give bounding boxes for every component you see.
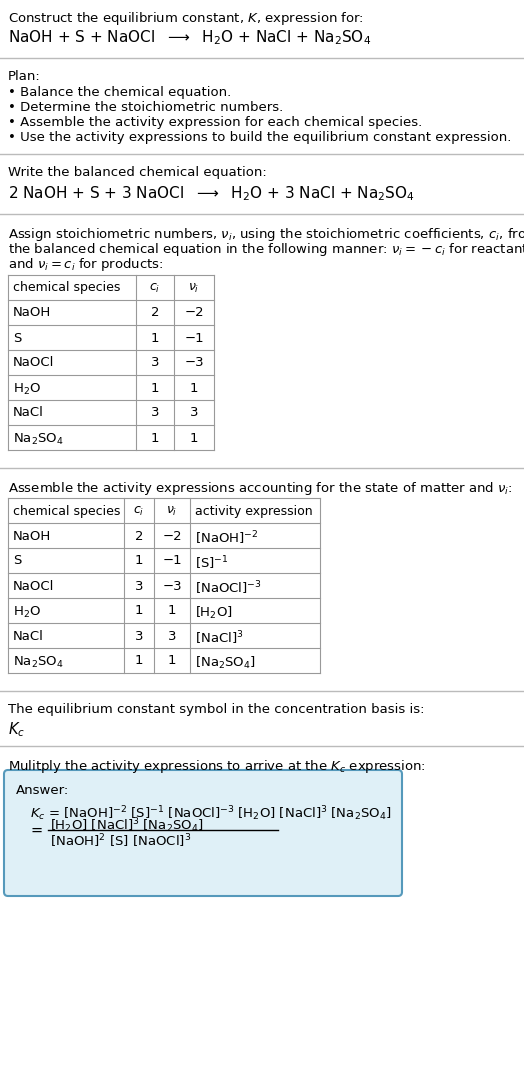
- Text: $c_i$: $c_i$: [149, 281, 161, 295]
- Text: 3: 3: [151, 357, 159, 370]
- Text: 1: 1: [151, 432, 159, 444]
- Text: −3: −3: [162, 579, 182, 592]
- Text: 1: 1: [151, 332, 159, 345]
- Text: [NaOH]$^{-2}$: [NaOH]$^{-2}$: [195, 529, 258, 547]
- Text: NaOH + S + NaOCl  $\longrightarrow$  H$_2$O + NaCl + Na$_2$SO$_4$: NaOH + S + NaOCl $\longrightarrow$ H$_2$…: [8, 28, 371, 47]
- Text: H$_2$O: H$_2$O: [13, 382, 41, 397]
- Text: activity expression: activity expression: [195, 504, 313, 517]
- Text: Plan:: Plan:: [8, 70, 41, 83]
- Text: chemical species: chemical species: [13, 504, 121, 517]
- Text: NaCl: NaCl: [13, 630, 44, 643]
- Text: 2: 2: [151, 307, 159, 320]
- Text: S: S: [13, 554, 21, 567]
- Text: • Determine the stoichiometric numbers.: • Determine the stoichiometric numbers.: [8, 101, 283, 113]
- Text: Mulitply the activity expressions to arrive at the $K_c$ expression:: Mulitply the activity expressions to arr…: [8, 758, 426, 775]
- Text: • Balance the chemical equation.: • Balance the chemical equation.: [8, 86, 231, 99]
- Text: Na$_2$SO$_4$: Na$_2$SO$_4$: [13, 432, 64, 446]
- Text: S: S: [13, 332, 21, 345]
- Text: 2: 2: [135, 529, 143, 542]
- Text: −2: −2: [162, 529, 182, 542]
- Text: 1: 1: [190, 382, 198, 395]
- Text: [Na$_2$SO$_4$]: [Na$_2$SO$_4$]: [195, 655, 256, 671]
- Text: $\nu_i$: $\nu_i$: [166, 504, 178, 517]
- Text: 3: 3: [135, 630, 143, 643]
- Text: chemical species: chemical species: [13, 281, 121, 295]
- Text: • Assemble the activity expression for each chemical species.: • Assemble the activity expression for e…: [8, 116, 422, 129]
- Text: 1: 1: [135, 604, 143, 618]
- Text: and $\nu_i = c_i$ for products:: and $\nu_i = c_i$ for products:: [8, 256, 163, 273]
- Text: H$_2$O: H$_2$O: [13, 604, 41, 620]
- Text: NaOH: NaOH: [13, 529, 51, 542]
- Text: 3: 3: [168, 630, 176, 643]
- Text: 1: 1: [135, 655, 143, 668]
- Text: • Use the activity expressions to build the equilibrium constant expression.: • Use the activity expressions to build …: [8, 131, 511, 144]
- Text: the balanced chemical equation in the following manner: $\nu_i = -c_i$ for react: the balanced chemical equation in the fo…: [8, 241, 524, 257]
- Text: =: =: [30, 823, 42, 838]
- Text: 3: 3: [151, 407, 159, 420]
- Text: 2 NaOH + S + 3 NaOCl  $\longrightarrow$  H$_2$O + 3 NaCl + Na$_2$SO$_4$: 2 NaOH + S + 3 NaOCl $\longrightarrow$ H…: [8, 184, 415, 203]
- Text: 1: 1: [168, 604, 176, 618]
- Text: −1: −1: [162, 554, 182, 567]
- Text: $K_c$: $K_c$: [8, 720, 25, 739]
- Text: [H$_2$O] [NaCl]$^3$ [Na$_2$SO$_4$]: [H$_2$O] [NaCl]$^3$ [Na$_2$SO$_4$]: [50, 816, 204, 835]
- Text: NaOCl: NaOCl: [13, 579, 54, 592]
- Text: −1: −1: [184, 332, 204, 345]
- Text: [NaOH]$^2$ [S] [NaOCl]$^3$: [NaOH]$^2$ [S] [NaOCl]$^3$: [50, 832, 191, 850]
- Text: 1: 1: [190, 432, 198, 444]
- Text: Answer:: Answer:: [16, 784, 69, 798]
- Text: 1: 1: [151, 382, 159, 395]
- FancyBboxPatch shape: [4, 770, 402, 896]
- Text: Na$_2$SO$_4$: Na$_2$SO$_4$: [13, 655, 64, 670]
- Text: NaCl: NaCl: [13, 407, 44, 420]
- Text: [NaOCl]$^{-3}$: [NaOCl]$^{-3}$: [195, 579, 262, 597]
- Text: NaOCl: NaOCl: [13, 357, 54, 370]
- Text: $K_c$ = [NaOH]$^{-2}$ [S]$^{-1}$ [NaOCl]$^{-3}$ [H$_2$O] [NaCl]$^3$ [Na$_2$SO$_4: $K_c$ = [NaOH]$^{-2}$ [S]$^{-1}$ [NaOCl]…: [30, 804, 392, 823]
- Text: Assemble the activity expressions accounting for the state of matter and $\nu_i$: Assemble the activity expressions accoun…: [8, 480, 512, 497]
- Text: 1: 1: [168, 655, 176, 668]
- Text: 3: 3: [190, 407, 198, 420]
- Text: Assign stoichiometric numbers, $\nu_i$, using the stoichiometric coefficients, $: Assign stoichiometric numbers, $\nu_i$, …: [8, 226, 524, 243]
- Text: The equilibrium constant symbol in the concentration basis is:: The equilibrium constant symbol in the c…: [8, 703, 424, 716]
- Text: $c_i$: $c_i$: [134, 504, 145, 517]
- Text: [NaCl]$^3$: [NaCl]$^3$: [195, 630, 244, 647]
- Text: 1: 1: [135, 554, 143, 567]
- Text: NaOH: NaOH: [13, 307, 51, 320]
- Text: $\nu_i$: $\nu_i$: [188, 281, 200, 295]
- Text: Write the balanced chemical equation:: Write the balanced chemical equation:: [8, 166, 267, 179]
- Text: −2: −2: [184, 307, 204, 320]
- Text: Construct the equilibrium constant, $K$, expression for:: Construct the equilibrium constant, $K$,…: [8, 10, 364, 27]
- Text: 3: 3: [135, 579, 143, 592]
- Text: −3: −3: [184, 357, 204, 370]
- Text: [H$_2$O]: [H$_2$O]: [195, 604, 233, 621]
- Text: [S]$^{-1}$: [S]$^{-1}$: [195, 554, 228, 572]
